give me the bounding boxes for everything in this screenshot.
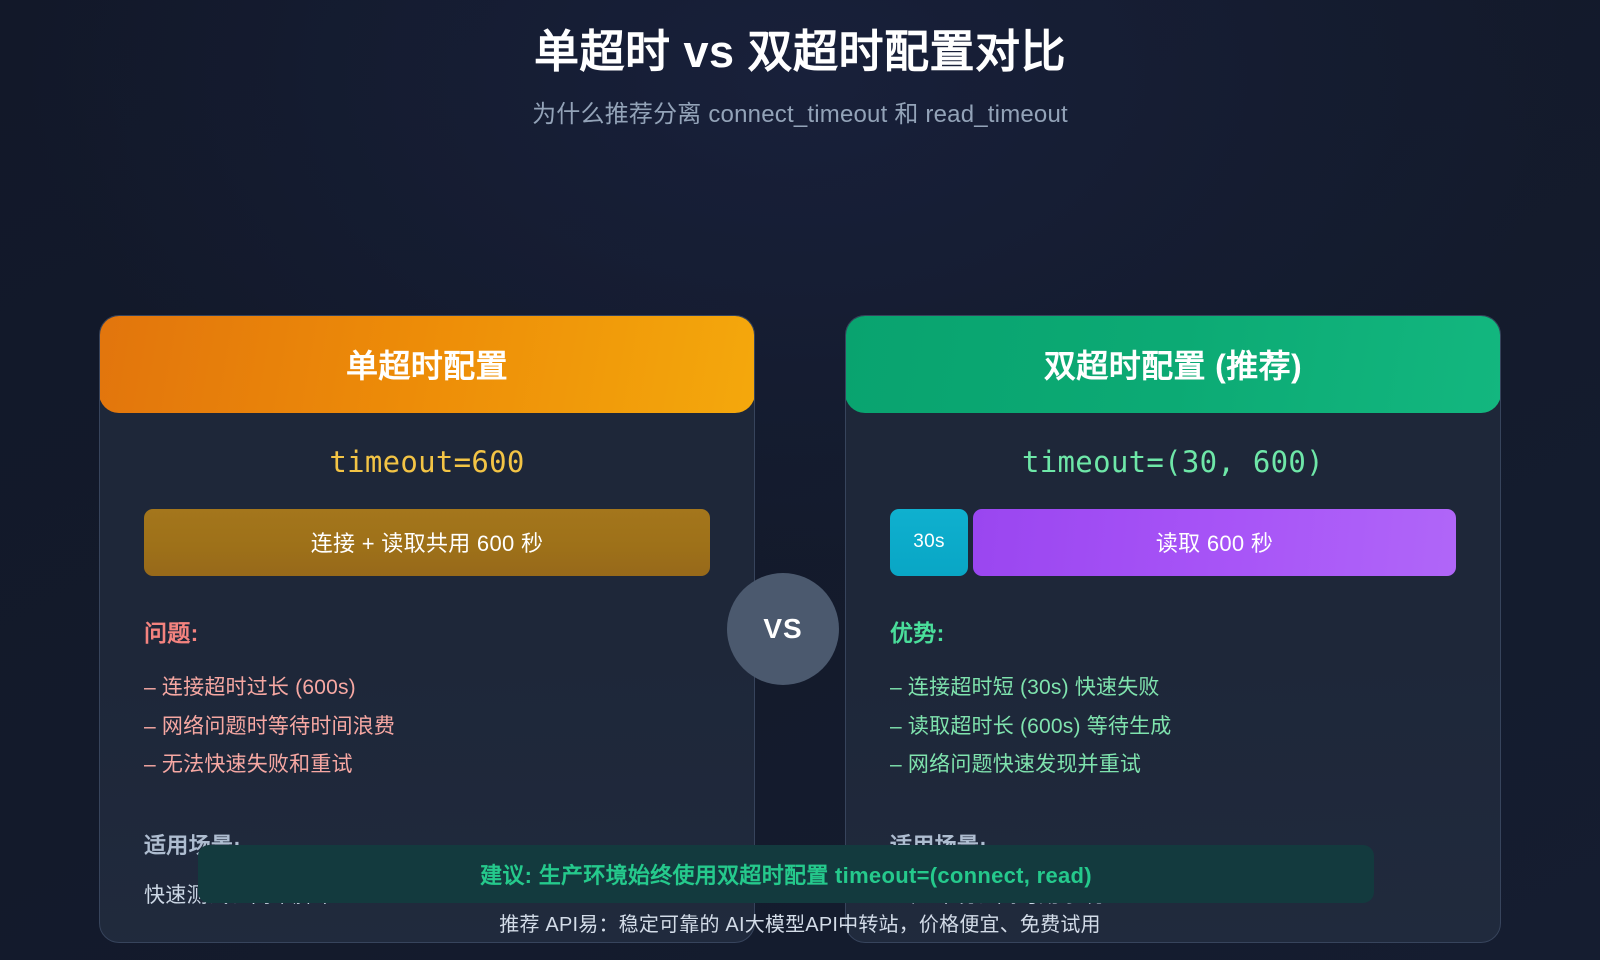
timeline-segment-read: 读取 600 秒	[973, 508, 1456, 576]
footer-note: 推荐 API易：稳定可靠的 AI大模型API中转站，价格便宜、免费试用	[499, 914, 1101, 936]
card-header-dual: 双超时配置 (推荐)	[846, 315, 1500, 413]
list-item: – 读取超时长 (600s) 等待生成	[890, 714, 1172, 738]
card-header-single: 单超时配置	[100, 315, 754, 413]
timeline-segment-connect: 30s	[890, 508, 968, 576]
recommendation-banner: 建议: 生产环境始终使用双超时配置 timeout=(connect, read…	[198, 845, 1374, 903]
page-header: 单超时 vs 双超时配置对比 为什么推荐分离 connect_timeout 和…	[0, 0, 1600, 129]
comparison-container: 单超时配置 timeout=600 连接 + 读取共用 600 秒 问题: – …	[0, 129, 1600, 943]
list-item: – 连接超时短 (30s) 快速失败	[890, 675, 1160, 699]
recommendation-text: 建议: 生产环境始终使用双超时配置 timeout=(connect, read…	[480, 863, 1092, 888]
advantages-heading: 优势:	[890, 619, 945, 646]
timeline-segment-combined: 连接 + 读取共用 600 秒	[144, 508, 710, 576]
page-subtitle: 为什么推荐分离 connect_timeout 和 read_timeout	[532, 100, 1068, 128]
card-header-title-single: 单超时配置	[345, 347, 508, 384]
card-dual-timeout: 双超时配置 (推荐) timeout=(30, 600) 30s 读取 600 …	[845, 314, 1501, 943]
card-header-title-dual: 双超时配置 (推荐)	[1043, 347, 1303, 384]
vs-badge-label: VS	[763, 612, 803, 644]
list-item: – 网络问题时等待时间浪费	[144, 714, 396, 738]
advantages-list: – 连接超时短 (30s) 快速失败 – 读取超时长 (600s) 等待生成 –…	[890, 669, 1456, 786]
problems-heading: 问题:	[144, 619, 199, 646]
card-single-timeout: 单超时配置 timeout=600 连接 + 读取共用 600 秒 问题: – …	[99, 314, 755, 943]
page-title: 单超时 vs 双超时配置对比	[533, 26, 1067, 77]
list-item: – 连接超时过长 (600s)	[144, 675, 356, 699]
timeout-code-dual: timeout=(30, 600)	[1022, 444, 1324, 479]
list-item: – 无法快速失败和重试	[144, 753, 353, 777]
problems-list: – 连接超时过长 (600s) – 网络问题时等待时间浪费 – 无法快速失败和重…	[144, 669, 710, 786]
list-item: – 网络问题快速发现并重试	[890, 753, 1142, 777]
timeout-code-single: timeout=600	[329, 444, 525, 479]
timeline-bar-dual: 30s 读取 600 秒	[890, 508, 1456, 576]
vs-badge: VS	[727, 572, 839, 685]
timeline-bar-single: 连接 + 读取共用 600 秒	[144, 508, 710, 576]
